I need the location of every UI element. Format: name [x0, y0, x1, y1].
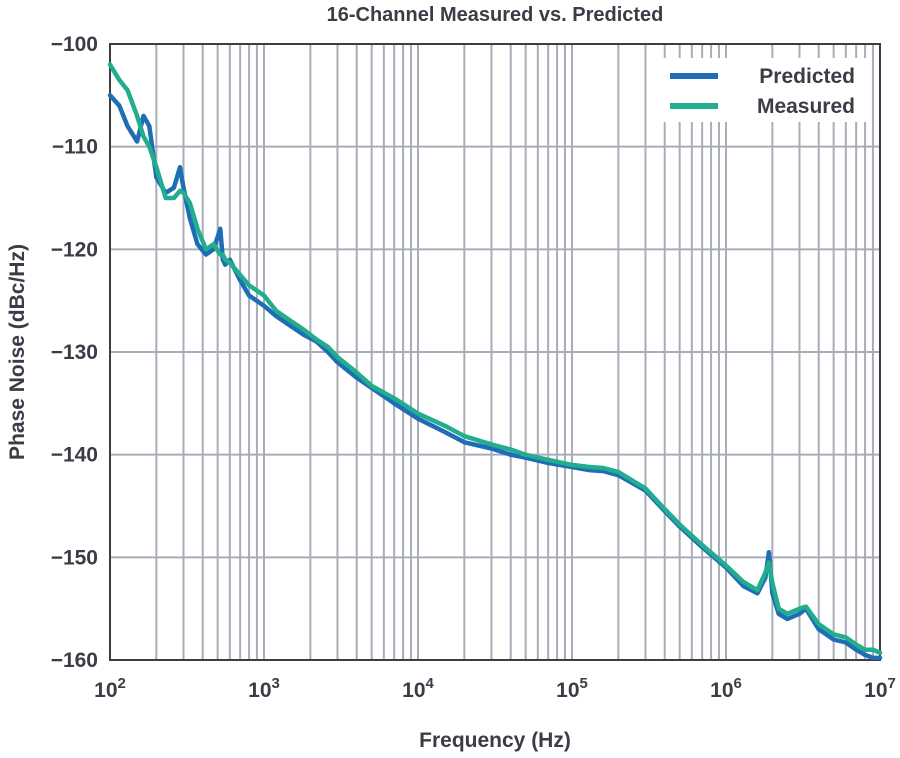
legend-label-predicted: Predicted — [759, 65, 855, 88]
y-axis-title: Phase Noise (dBc/Hz) — [6, 244, 29, 460]
y-tick-label: −100 — [51, 33, 98, 56]
x-axis-ticks: 102 103 104 105 106 107 — [94, 675, 896, 702]
chart-title: 16-Channel Measured vs. Predicted — [326, 4, 664, 26]
x-axis-title: Frequency (Hz) — [419, 729, 571, 752]
x-tick-label: 106 — [710, 675, 742, 702]
y-axis-ticks: −100 −110 −120 −130 −140 −150 −160 — [51, 33, 98, 672]
plot-frame — [109, 43, 881, 661]
series-layer — [107, 62, 883, 661]
y-tick-label: −120 — [51, 238, 98, 261]
legend-label-measured: Measured — [757, 95, 855, 118]
x-tick-label: 105 — [556, 675, 588, 702]
y-tick-label: −140 — [51, 444, 98, 467]
y-tick-label: −160 — [51, 649, 98, 672]
legend-box — [658, 58, 870, 122]
legend: Predicted Measured — [658, 58, 870, 122]
y-tick-label: −130 — [51, 341, 98, 364]
x-tick-label: 107 — [864, 675, 896, 702]
series-line-measured — [107, 62, 883, 656]
grid-layer — [110, 44, 880, 660]
y-tick-label: −110 — [52, 136, 98, 159]
y-tick-label: −150 — [51, 546, 98, 569]
x-tick-label: 102 — [94, 675, 126, 702]
x-tick-label: 104 — [402, 675, 434, 702]
x-tick-label: 103 — [248, 675, 280, 702]
